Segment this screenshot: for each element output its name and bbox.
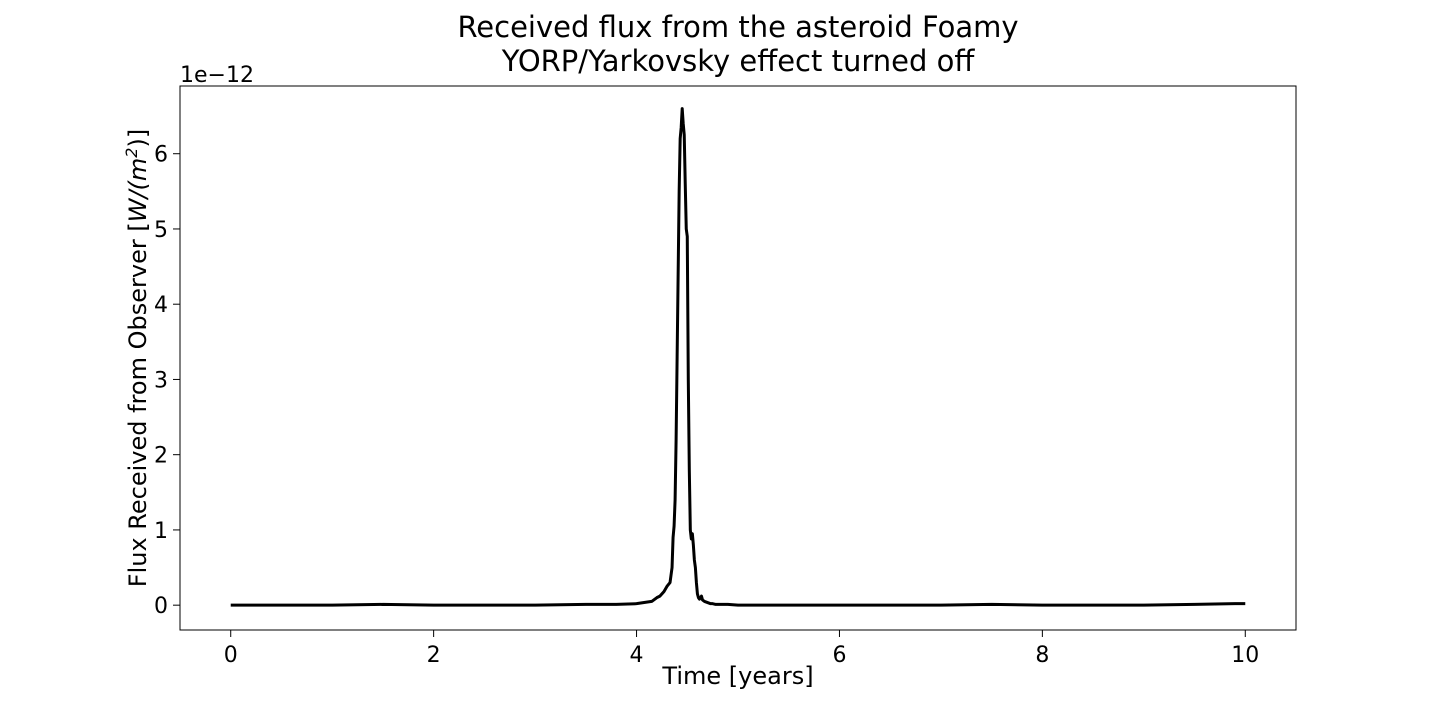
x-axis-ticks: 0 2 4 6 8 10 bbox=[224, 630, 1259, 668]
x-tick-label: 6 bbox=[832, 643, 846, 668]
chart-title: Received flux from the asteroid Foamy bbox=[457, 10, 1019, 44]
y-axis-ticks: 0 1 2 3 4 5 6 bbox=[154, 143, 180, 619]
x-tick-label: 2 bbox=[427, 643, 441, 668]
y-tick-label: 1 bbox=[154, 519, 168, 544]
x-tick-label: 4 bbox=[630, 643, 644, 668]
y-axis-label-suffix: )] bbox=[124, 129, 152, 148]
y-tick-label: 3 bbox=[154, 368, 168, 393]
chart-subtitle: YORP/Yarkovsky effect turned off bbox=[501, 44, 975, 78]
x-tick-label: 0 bbox=[224, 643, 238, 668]
y-tick-label: 2 bbox=[154, 444, 168, 469]
y-axis-label-exponent: 2 bbox=[122, 148, 141, 158]
x-tick-label: 8 bbox=[1035, 643, 1049, 668]
x-axis-label: Time [years] bbox=[661, 662, 813, 690]
y-tick-label: 0 bbox=[154, 594, 168, 619]
y-axis-label-unit: W/(m bbox=[124, 158, 152, 223]
y-tick-label: 6 bbox=[154, 143, 168, 168]
y-tick-label: 5 bbox=[154, 218, 168, 243]
y-axis-offset-label: 1e−12 bbox=[180, 63, 254, 88]
y-axis-label: Flux Received from Observer [W/(m2)] bbox=[122, 129, 153, 587]
plot-area-frame bbox=[179, 85, 1297, 631]
flux-series-line bbox=[230, 107, 1246, 607]
x-tick-label: 10 bbox=[1231, 643, 1259, 668]
y-tick-label: 4 bbox=[154, 293, 168, 318]
y-axis-label-prefix: Flux Received from Observer [ bbox=[124, 222, 152, 587]
